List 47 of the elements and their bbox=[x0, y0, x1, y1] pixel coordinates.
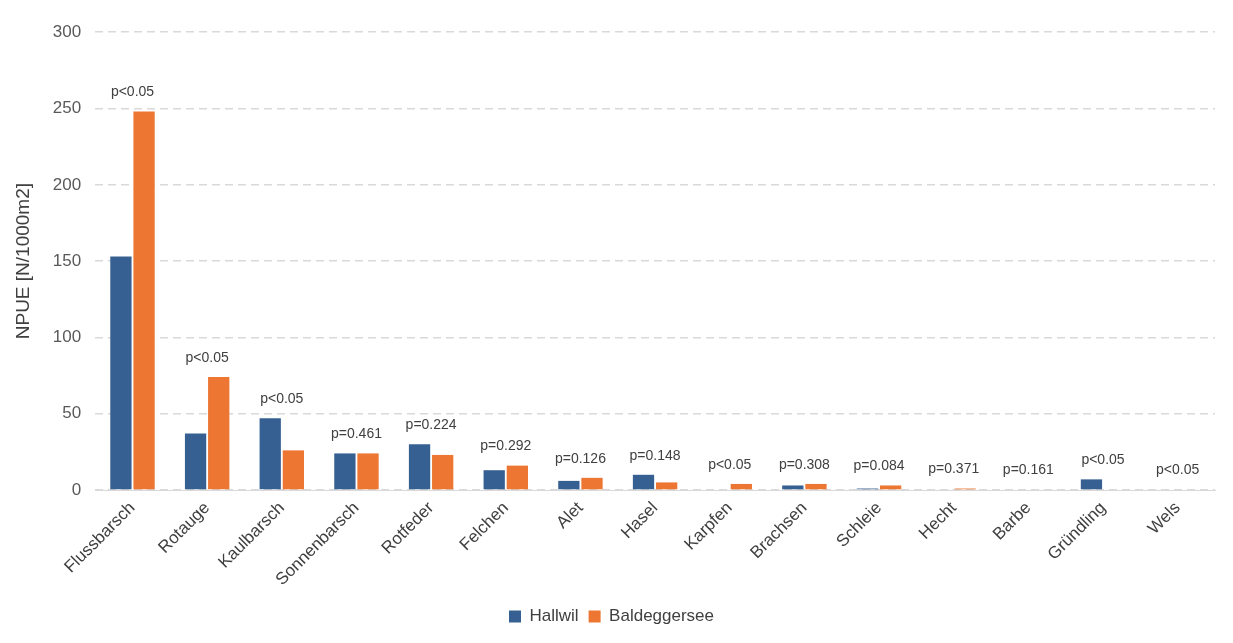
annotation: p=0.461 bbox=[330, 425, 383, 442]
y-tick-label: 200 bbox=[52, 174, 82, 194]
bar bbox=[334, 453, 356, 490]
bar bbox=[208, 377, 230, 490]
annotation: p<0.05 bbox=[708, 455, 752, 472]
bar bbox=[730, 483, 752, 490]
annotation: p<0.05 bbox=[185, 348, 229, 365]
y-tick-label: 150 bbox=[52, 250, 82, 270]
bar bbox=[408, 444, 431, 490]
annotation: p=0.308 bbox=[778, 455, 831, 472]
legend-label: Baldeggersee bbox=[609, 606, 715, 626]
annotation: p<0.05 bbox=[1081, 451, 1125, 468]
bar bbox=[282, 450, 305, 490]
bar bbox=[632, 474, 655, 490]
bar bbox=[1080, 479, 1103, 490]
bar bbox=[558, 480, 580, 490]
bar bbox=[133, 111, 155, 490]
bar bbox=[805, 483, 827, 490]
bar bbox=[432, 454, 454, 490]
y-tick-label: 300 bbox=[52, 21, 82, 41]
bar bbox=[259, 418, 281, 490]
bar bbox=[782, 485, 804, 490]
y-tick-label: 100 bbox=[52, 327, 82, 347]
annotation: p<0.05 bbox=[260, 390, 304, 407]
bar bbox=[110, 256, 132, 490]
bar bbox=[184, 433, 207, 490]
annotation: p=0.084 bbox=[853, 457, 905, 474]
y-tick-label: 250 bbox=[52, 98, 82, 118]
y-axis-title: NPUE [N/1000m2] bbox=[11, 182, 33, 340]
bar bbox=[357, 453, 379, 490]
annotation: p=0.371 bbox=[928, 460, 980, 477]
annotation: p=0.224 bbox=[405, 416, 457, 433]
annotation: p=0.292 bbox=[480, 437, 532, 454]
bar bbox=[581, 477, 603, 490]
bar bbox=[656, 482, 678, 490]
bar bbox=[879, 485, 902, 490]
annotation: p=0.161 bbox=[1002, 461, 1055, 478]
annotation: p<0.05 bbox=[1156, 461, 1200, 478]
bar bbox=[506, 465, 528, 490]
x-tick-label: Alet bbox=[552, 497, 587, 533]
y-tick-label: 0 bbox=[71, 479, 82, 499]
legend-label: Hallwil bbox=[529, 606, 579, 626]
y-tick-label: 50 bbox=[62, 403, 82, 423]
annotation: p=0.148 bbox=[629, 446, 681, 463]
annotation: p=0.126 bbox=[554, 449, 607, 466]
annotation: p<0.05 bbox=[110, 83, 155, 100]
bar bbox=[483, 470, 505, 490]
